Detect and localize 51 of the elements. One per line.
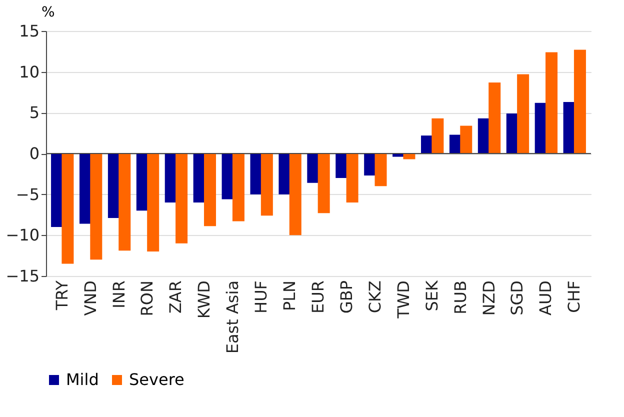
legend-label: Mild xyxy=(66,370,99,389)
x-tick-label: SGD xyxy=(508,280,527,316)
bar xyxy=(460,126,472,154)
x-tick-label: CKZ xyxy=(365,280,384,314)
bar xyxy=(204,154,216,226)
x-tick-label: NZD xyxy=(479,280,498,316)
y-tick-label: 5 xyxy=(29,103,40,122)
x-tick-label: VND xyxy=(80,280,100,316)
x-tick-label: EUR xyxy=(308,280,328,314)
bar xyxy=(232,154,244,222)
y-tick-label: −5 xyxy=(16,184,40,204)
bar xyxy=(517,74,530,154)
x-tick-label: TWD xyxy=(394,280,413,320)
bar xyxy=(488,82,501,154)
x-tick-label: SEK xyxy=(422,280,442,312)
bar xyxy=(574,50,586,154)
y-tick-label: 10 xyxy=(19,62,40,82)
bar xyxy=(176,154,188,244)
bar xyxy=(250,154,262,194)
y-tick-label: −10 xyxy=(6,226,40,245)
bar xyxy=(546,52,558,154)
x-tick-label: INR xyxy=(109,280,128,308)
legend-label: Severe xyxy=(129,370,184,389)
x-tick-label: PLN xyxy=(280,280,300,312)
x-tick-label: East Asia xyxy=(223,280,242,354)
x-tick-label: KWD xyxy=(194,280,214,319)
x-tick-label: HUF xyxy=(252,280,271,314)
x-tick-label: AUD xyxy=(536,280,556,316)
bar xyxy=(62,154,74,264)
bar xyxy=(90,154,102,260)
bar xyxy=(374,154,387,186)
bar xyxy=(118,154,131,251)
y-tick-label: −15 xyxy=(6,266,40,286)
y-axis-title: % xyxy=(42,4,55,20)
y-tick-label: 15 xyxy=(19,22,40,40)
x-tick-label: CHF xyxy=(564,280,584,313)
bar xyxy=(278,154,291,194)
bar xyxy=(289,154,302,236)
bar xyxy=(260,154,273,216)
x-tick-label: ZAR xyxy=(166,280,186,314)
bar xyxy=(432,118,444,154)
y-tick-label: 0 xyxy=(29,144,40,163)
bar xyxy=(336,154,348,178)
x-tick-label: TRY xyxy=(52,280,72,312)
bar xyxy=(346,154,358,202)
x-tick-label: RON xyxy=(138,280,157,316)
bar xyxy=(147,154,160,252)
x-tick-label: RUB xyxy=(450,280,470,314)
bar xyxy=(307,154,320,183)
bar xyxy=(318,154,330,214)
x-tick-label: GBP xyxy=(336,280,356,314)
